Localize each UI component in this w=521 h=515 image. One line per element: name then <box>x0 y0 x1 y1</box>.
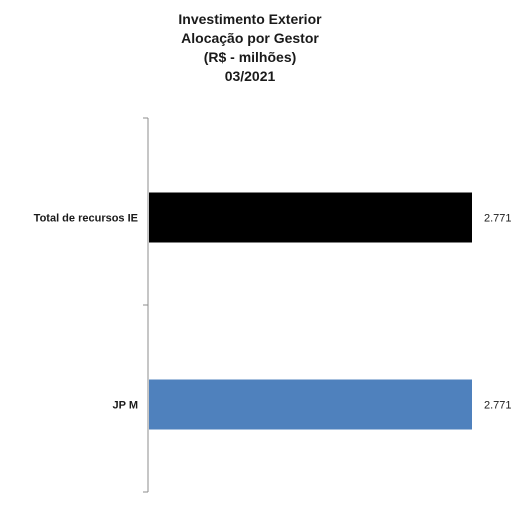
data-label-2: 2.771 <box>484 400 512 412</box>
data-label-1: 2.771 <box>484 213 512 225</box>
chart-title-line-4: 03/2021 <box>224 68 276 84</box>
bar-2 <box>149 379 472 430</box>
chart-title: Investimento Exterior Alocação por Gesto… <box>0 10 500 86</box>
chart-title-line-2: Alocação por Gestor <box>181 30 319 46</box>
category-label-1: Total de recursos IE <box>34 213 138 225</box>
category-label-2: JP M <box>113 400 138 412</box>
chart-title-line-3: (R$ - milhões) <box>203 49 297 65</box>
bar-1 <box>149 192 472 243</box>
chart-title-line-1: Investimento Exterior <box>178 11 322 27</box>
